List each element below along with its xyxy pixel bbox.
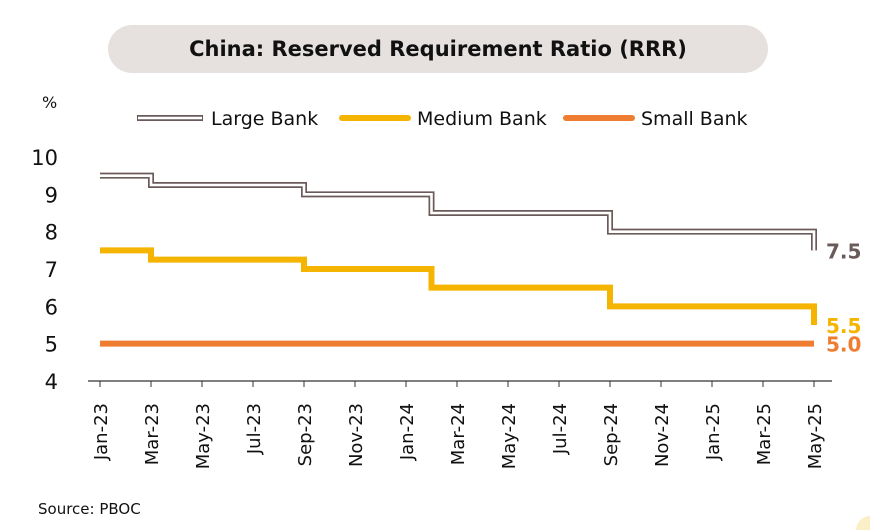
- legend-item-large-bank: Large Bank: [137, 108, 318, 130]
- legend-item-medium-bank: Medium Bank: [339, 108, 547, 130]
- y-tick-label-7: 7: [45, 258, 58, 282]
- legend-label-large-bank: Large Bank: [211, 108, 318, 130]
- x-tick-label-sep-23: Sep-23: [295, 403, 316, 466]
- legend-label-medium-bank: Medium Bank: [417, 108, 547, 130]
- corner-decoration: [856, 516, 870, 530]
- x-tick-label-mar-24: Mar-24: [448, 403, 469, 465]
- x-tick-label-sep-24: Sep-24: [601, 403, 622, 466]
- y-axis-unit: %: [42, 93, 57, 112]
- x-tick-label-may-25: May-25: [805, 403, 826, 469]
- x-tick-label-jul-23: Jul-23: [244, 403, 265, 455]
- end-labels: 5.05.5 7.5: [826, 239, 861, 356]
- x-tick-label-nov-23: Nov-23: [346, 403, 367, 467]
- chart-title: China: Reserved Requirement Ratio (RRR): [189, 37, 687, 61]
- y-axis: % 4 5 6 7 8 9 10: [31, 93, 58, 394]
- series-medium-bank-line: [100, 247, 817, 325]
- rrr-step-chart: Large Bank Medium Bank Small Bank % 4 5 6 7 8 9 1…: [31, 93, 861, 469]
- end-label-small-bank: 5.0: [826, 333, 861, 357]
- x-tick-label-nov-24: Nov-24: [652, 403, 673, 467]
- x-tick-label-jan-25: Jan-25: [703, 403, 724, 461]
- y-tick-label-8: 8: [45, 221, 58, 245]
- series-medium-bank: [100, 247, 817, 325]
- x-tick-label-jul-24: Jul-24: [550, 403, 571, 455]
- end-label-medium-bank: 5.5: [826, 314, 861, 338]
- y-tick-label-10: 10: [31, 146, 58, 170]
- legend: Large Bank Medium Bank Small Bank: [137, 108, 748, 130]
- y-tick-label-4: 4: [45, 370, 58, 394]
- y-tick-label-9: 9: [45, 183, 58, 207]
- x-tick-label-jan-23: Jan-23: [91, 403, 112, 461]
- y-tick-label-5: 5: [45, 333, 58, 357]
- x-tick-label-may-23: May-23: [193, 403, 214, 469]
- source-note: Source: PBOC: [38, 500, 141, 518]
- series-large-bank-line-inner: [100, 174, 816, 251]
- y-tick-label-6: 6: [45, 295, 58, 319]
- x-tick-label-jan-24: Jan-24: [397, 403, 418, 461]
- series-layer: [100, 172, 817, 347]
- series-large-bank: [100, 172, 817, 251]
- chart-title-pill: China: Reserved Requirement Ratio (RRR): [108, 25, 768, 73]
- x-tick-label-may-24: May-24: [499, 403, 520, 469]
- x-tick-label-mar-23: Mar-23: [142, 403, 163, 465]
- x-tick-label-mar-25: Mar-25: [754, 403, 775, 465]
- x-axis: Jan-23 Mar-23 May-23 Jul-23 Sep-23 Nov-23 Jan-…: [88, 380, 832, 469]
- legend-item-small-bank: Small Bank: [563, 108, 748, 130]
- end-label-large-bank: 7.5: [826, 239, 861, 263]
- legend-label-small-bank: Small Bank: [641, 108, 748, 130]
